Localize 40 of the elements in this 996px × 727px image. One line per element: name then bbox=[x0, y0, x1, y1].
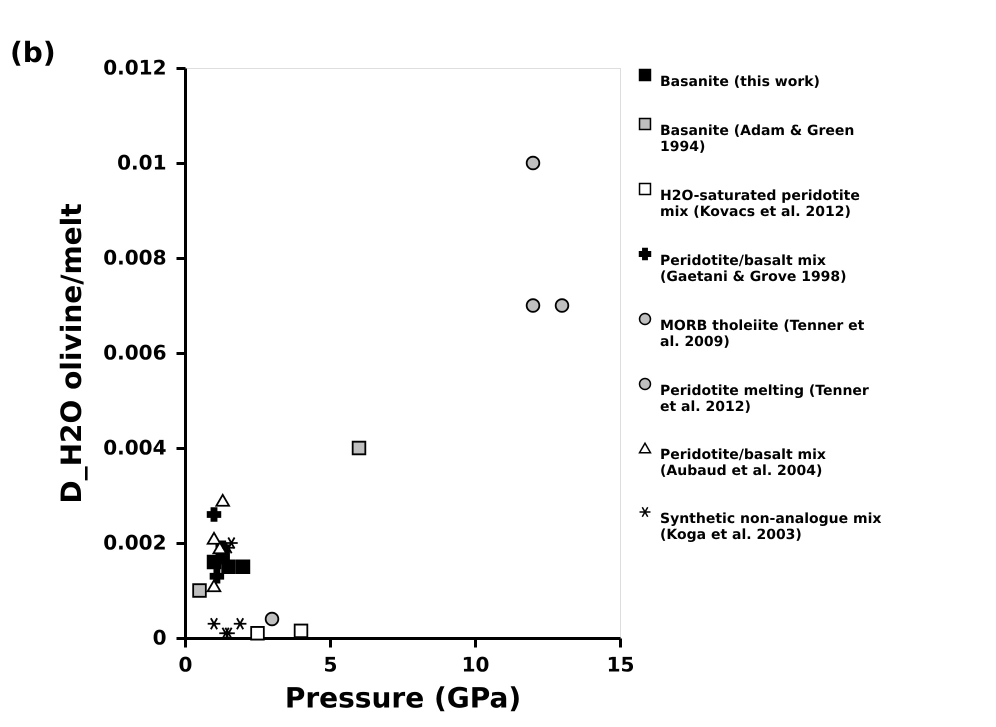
point bbox=[206, 617, 222, 630]
y-axis-title: D_H2O olivine/melt bbox=[55, 203, 88, 504]
legend-label: Basanite (this work) bbox=[660, 74, 820, 90]
point bbox=[206, 579, 222, 592]
x-axis-title: Pressure (GPa) bbox=[284, 682, 522, 714]
point bbox=[206, 532, 222, 545]
point bbox=[192, 583, 207, 598]
legend-label: H2O-saturated peridotite mix (Kovacs et al. 2012) bbox=[660, 188, 860, 220]
y-tick-label: 0.002 bbox=[103, 530, 166, 554]
legend-label: Peridotite/basalt mix (Aubaud et al. 2004) bbox=[660, 447, 826, 479]
y-tick-label: 0.006 bbox=[103, 340, 166, 364]
x-tick-label: 15 bbox=[606, 652, 634, 676]
point bbox=[526, 298, 540, 313]
legend-label: Peridotite/basalt mix (Gaetani & Grove 1998) bbox=[660, 253, 847, 285]
point bbox=[232, 617, 248, 630]
legend-label: Basanite (Adam & Green 1994) bbox=[660, 123, 854, 155]
y-tick-label: 0.004 bbox=[103, 436, 166, 460]
legend-label: MORB tholeiite (Tenner et al. 2009) bbox=[660, 318, 865, 350]
point bbox=[250, 626, 265, 640]
point bbox=[352, 440, 366, 456]
point bbox=[554, 298, 570, 313]
y-tick-label: 0.012 bbox=[103, 56, 166, 80]
x-tick-label: 10 bbox=[462, 652, 490, 676]
legend-label: Peridotite melting (Tenner et al. 2012) bbox=[660, 383, 869, 415]
point bbox=[294, 624, 308, 638]
point bbox=[264, 612, 280, 626]
y-tick-label: 0 bbox=[152, 626, 166, 650]
point bbox=[526, 156, 540, 170]
point bbox=[215, 494, 230, 507]
point bbox=[221, 541, 236, 554]
x-tick-label: 5 bbox=[324, 652, 338, 676]
point bbox=[236, 560, 250, 574]
x-tick-label: 0 bbox=[178, 652, 192, 676]
point bbox=[206, 507, 222, 522]
point bbox=[210, 569, 224, 584]
y-tick-label: 0.01 bbox=[117, 150, 166, 174]
legend-label: Synthetic non-analogue mix (Koga et al. 2003) bbox=[660, 511, 882, 543]
point bbox=[224, 536, 239, 550]
text: (b) bbox=[10, 36, 56, 69]
y-tick-label: 0.008 bbox=[103, 246, 166, 270]
